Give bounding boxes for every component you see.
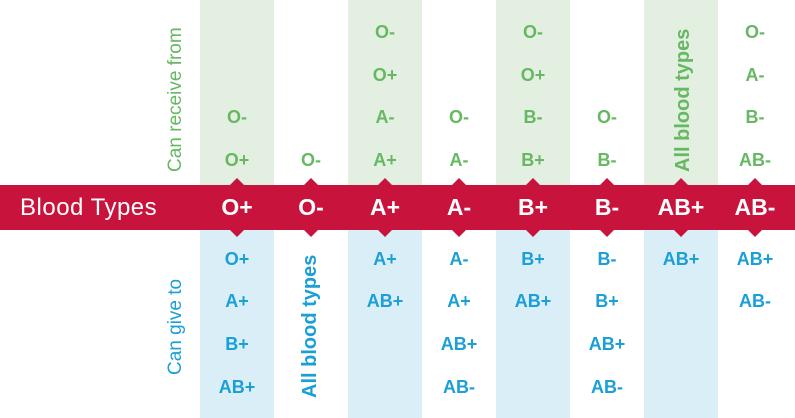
notch-up (674, 178, 688, 185)
give-type-value: A+ (225, 291, 249, 311)
give-type-value: B+ (521, 249, 545, 269)
notch-up (526, 178, 540, 185)
notch-up (748, 178, 762, 185)
receive-band (348, 0, 422, 185)
notch-down (230, 230, 244, 237)
give-type-value: AB+ (736, 249, 774, 269)
notch-up (600, 178, 614, 185)
blood-type-label: A+ (369, 194, 401, 220)
give-type-value: B- (597, 249, 617, 269)
receive-type-value: O- (745, 22, 765, 42)
blood-type-label: A- (446, 194, 472, 220)
blood-type-label: AB- (734, 194, 776, 220)
give-type-value: AB+ (218, 377, 256, 397)
give-type-value: AB+ (440, 334, 478, 354)
notch-up (452, 178, 466, 185)
notch-down (304, 230, 318, 237)
notch-down (674, 230, 688, 237)
give-band (348, 230, 422, 418)
give-type-value: A- (449, 249, 469, 269)
give-type-value: O+ (224, 249, 250, 269)
notch-down (452, 230, 466, 237)
blood-type-label: B+ (517, 194, 549, 220)
notch-down (378, 230, 392, 237)
give-type-value: B+ (595, 291, 619, 311)
receive-type-value: O- (375, 22, 395, 42)
blood-type-label: B- (594, 194, 620, 220)
receive-type-value: A- (745, 65, 765, 85)
give-all-blood-types: All blood types (299, 254, 321, 398)
receive-type-value: O- (523, 22, 543, 42)
blood-type-label: AB+ (657, 194, 705, 220)
notch-down (526, 230, 540, 237)
notch-up (230, 178, 244, 185)
receive-type-value: B+ (521, 150, 545, 170)
give-type-value: AB+ (588, 334, 626, 354)
receive-band (200, 0, 274, 185)
receive-type-value: O- (227, 107, 247, 127)
give-band (200, 230, 274, 418)
give-type-value: AB- (591, 377, 623, 397)
give-type-value: AB- (443, 377, 475, 397)
receive-type-value: O- (597, 107, 617, 127)
blood-types-bar (0, 185, 795, 230)
receive-type-value: AB- (739, 150, 771, 170)
receive-type-value: A- (449, 150, 469, 170)
give-type-value: AB+ (514, 291, 552, 311)
receive-type-value: B- (523, 107, 543, 127)
notch-up (378, 178, 392, 185)
receive-type-value: O- (449, 107, 469, 127)
give-type-value: AB- (739, 291, 771, 311)
receive-type-value: B- (745, 107, 765, 127)
notch-down (600, 230, 614, 237)
receive-all-blood-types: All blood types (672, 28, 694, 172)
receive-band (644, 0, 718, 185)
give-type-value: AB+ (366, 291, 404, 311)
give-type-value: A+ (373, 249, 397, 269)
blood-type-label: O- (298, 194, 324, 220)
give-type-value: A+ (447, 291, 471, 311)
give-type-value: B+ (225, 334, 249, 354)
receive-type-value: O+ (224, 150, 250, 170)
can-give-to-label: Can give to (165, 278, 186, 375)
receive-type-value: B- (597, 150, 617, 170)
give-band (496, 230, 570, 418)
can-receive-from-label: Can receive from (165, 27, 186, 172)
give-band (644, 230, 718, 418)
blood-type-label: O+ (221, 194, 253, 220)
bar-title: Blood Types (20, 194, 158, 221)
receive-band (496, 0, 570, 185)
receive-type-value: A+ (373, 150, 397, 170)
give-type-value: AB+ (662, 249, 700, 269)
receive-type-value: O+ (372, 65, 398, 85)
notch-down (748, 230, 762, 237)
receive-type-value: A- (375, 107, 395, 127)
receive-type-value: O+ (520, 65, 546, 85)
receive-type-value: O- (301, 150, 321, 170)
notch-up (304, 178, 318, 185)
